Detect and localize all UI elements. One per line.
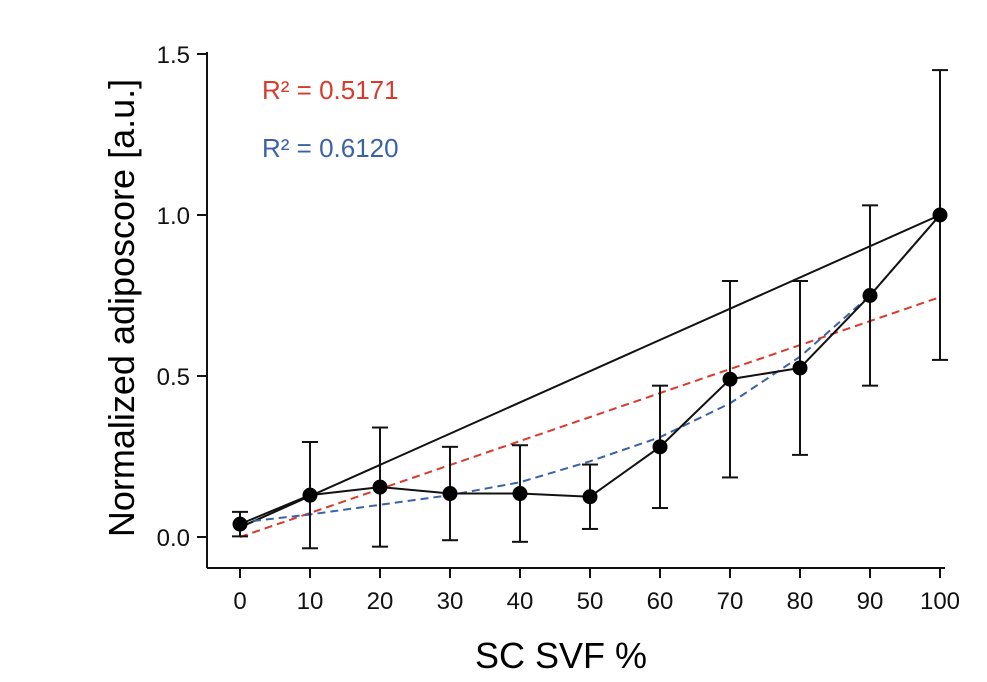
- data-point: [652, 439, 668, 455]
- data-point: [232, 516, 248, 532]
- x-tick-label: 80: [787, 588, 814, 615]
- x-tick-label: 50: [577, 588, 604, 615]
- data-point: [512, 486, 528, 502]
- data-point: [442, 486, 458, 502]
- data-point: [722, 371, 738, 387]
- x-tick-label: 30: [437, 588, 464, 615]
- data-point: [372, 479, 388, 495]
- y-tick-label: 0.0: [157, 525, 190, 552]
- x-tick-label: 20: [367, 588, 394, 615]
- data-point: [792, 360, 808, 376]
- y-tick-label: 0.5: [157, 364, 190, 391]
- x-axis-title: SC SVF %: [475, 635, 647, 676]
- y-axis-title: Normalized adiposcore [a.u.]: [101, 79, 142, 537]
- data-point: [302, 487, 318, 503]
- data-point: [932, 207, 948, 223]
- x-tick-label: 90: [857, 588, 884, 615]
- x-tick-label: 0: [233, 588, 246, 615]
- linear-r2-annotation: R² = 0.5171: [262, 75, 399, 105]
- x-tick-label: 60: [647, 588, 674, 615]
- linear-fit-line: [239, 296, 941, 538]
- reference-line-line: [239, 214, 941, 529]
- x-tick-label: 100: [920, 588, 960, 615]
- series-layer: [232, 69, 948, 550]
- ticks: 0 10 20 30 40 50 60 70 80 90 100 0.0 0.5 1.0 1.5: [157, 42, 960, 615]
- x-tick-label: 40: [507, 588, 534, 615]
- data-point: [582, 489, 598, 505]
- nonlinear-fit-line: [239, 214, 941, 524]
- data-point: [862, 288, 878, 303]
- x-tick-label: 10: [297, 588, 324, 615]
- nonlinear-r2-annotation: R² = 0.6120: [262, 133, 399, 163]
- y-tick-label: 1.5: [157, 42, 190, 69]
- axes: [206, 52, 945, 569]
- x-tick-label: 70: [717, 588, 744, 615]
- y-tick-label: 1.0: [157, 203, 190, 230]
